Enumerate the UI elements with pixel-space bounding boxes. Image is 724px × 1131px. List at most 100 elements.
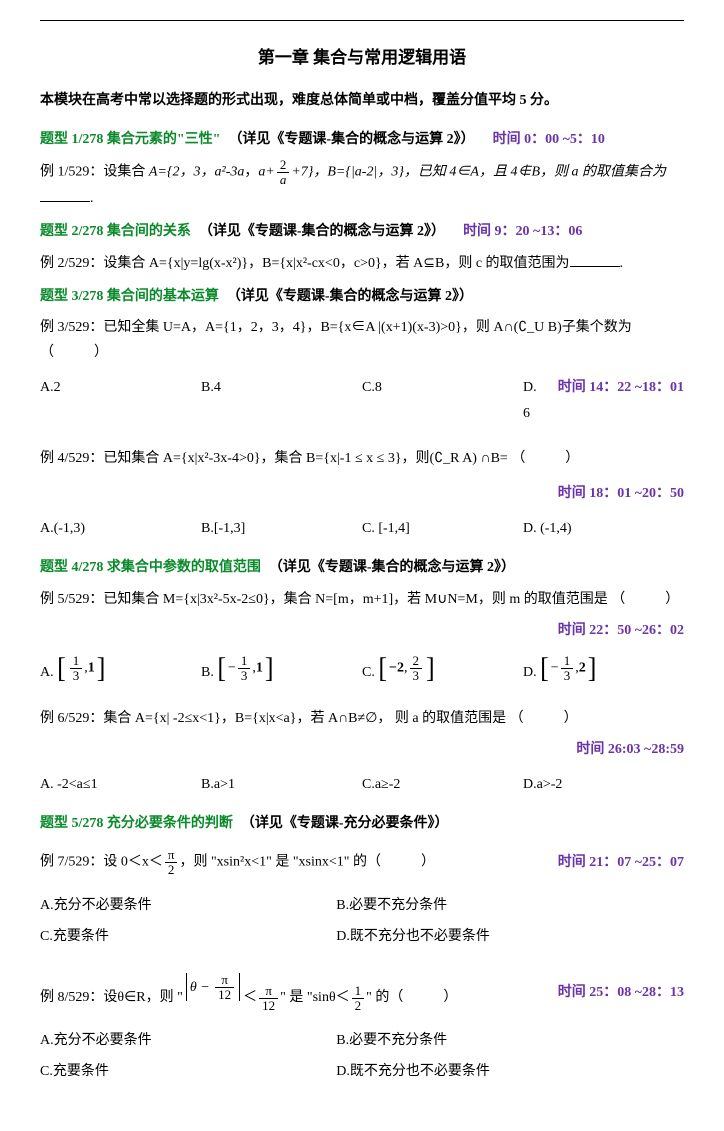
ex1-setB: B={|a-2|，3}，已知 4∈A，且 4∉B，则 a 的取值集合为: [327, 164, 666, 179]
topic-1-row: 题型 1/278 集合元素的"三性" （详见《专题课-集合的概念与运算 2》） …: [40, 127, 684, 152]
ex8-rhs-n: π: [259, 984, 278, 999]
ex6-paren: （ ）: [510, 711, 582, 726]
ex5b-pre: −: [228, 660, 236, 675]
ex1-blank: [40, 201, 90, 202]
ex3-paren: （ ）: [40, 345, 112, 360]
topic-3-label: 题型 3/278 集合间的基本运算: [40, 284, 219, 309]
ex5b-r: ]: [265, 643, 274, 694]
ex1-fracpost: +7}，: [291, 164, 327, 179]
ex8-mid2: " 的: [366, 990, 389, 1005]
ex4-text: 例 4/529：已知集合 A={x|x²-3x-4>0}，集合 B={x|-1 …: [40, 451, 508, 466]
ex5-choice-a: A. [ 13,1 ]: [40, 645, 201, 692]
ex1-frac: 2a: [277, 158, 290, 186]
ex6-time: 时间 26:03 ~28:59: [576, 742, 684, 757]
ex5d-r: ]: [588, 643, 597, 694]
ex7-choice-b: B.必要不充分条件: [336, 893, 684, 918]
ex3-choices: A.2 B.4 C.8 D. 6 时间 14：22 ~18：01: [40, 375, 684, 425]
ex7-mid: ，则 "xsin²x<1" 是 "xsinx<1" 的: [179, 855, 367, 870]
ex8-half-d: 2: [352, 999, 365, 1013]
ex5b-n1: 1: [238, 654, 251, 669]
ex5b-d1: 3: [238, 669, 251, 683]
ex3-choice-c: C.8: [362, 375, 523, 425]
topic-1-ref: （详见《专题课-集合的概念与运算 2》）: [228, 127, 474, 152]
ex1-fracpre: a+: [258, 164, 274, 179]
topic-4-label: 题型 4/278 求集合中参数的取值范围: [40, 555, 261, 580]
example-7-row: 例 7/529：设 0＜x＜π2，则 "xsin²x<1" 是 "xsinx<1…: [40, 842, 684, 882]
example-5: 例 5/529：已知集合 M={x|3x²-5x-2≤0}，集合 N=[m，m+…: [40, 587, 684, 612]
chapter-subtitle: 本模块在高考中常以选择题的形式出现，难度总体简单或中档，覆盖分值平均 5 分。: [40, 88, 684, 113]
ex3-choice-b: B.4: [201, 375, 362, 425]
ex4-choice-d: D. (-1,4): [523, 516, 684, 541]
topic-1-label: 题型 1/278 集合元素的"三性": [40, 127, 220, 152]
ex6-choice-c: C.a≥-2: [362, 772, 523, 797]
ex7-paren: （ ）: [367, 855, 439, 870]
ex5d-d1: 3: [561, 669, 574, 683]
ex5d-n1: 1: [561, 654, 574, 669]
ex8-choices-row1: A.充分不必要条件 B.必要不充分条件: [40, 1028, 684, 1053]
ex5d-l: [: [540, 643, 549, 694]
ex8-lt: ＜: [243, 990, 257, 1005]
example-3: 例 3/529：已知全集 U=A，A={1，2，3，4}，B={x∈A |(x+…: [40, 315, 684, 365]
ex7-pre: 例 7/529：设 0＜x＜: [40, 855, 163, 870]
ex5a-d1: 3: [70, 669, 83, 683]
ex6-choice-b: B.a>1: [201, 772, 362, 797]
ex8-paren: （ ）: [389, 990, 461, 1005]
ex4-time-row: 时间 18：01 ~20：50: [40, 481, 684, 506]
example-4: 例 4/529：已知集合 A={x|x²-3x-4>0}，集合 B={x|-1 …: [40, 446, 684, 471]
ex3-choice-d: D. 6: [523, 375, 544, 425]
topic-5-label: 题型 5/278 充分必要条件的判断: [40, 811, 233, 836]
example-8-row: 例 8/529：设θ∈R，则 "θ − π12＜π12" 是 "sinθ＜12"…: [40, 967, 684, 1018]
top-rule: [40, 20, 684, 21]
ex5c-r: ]: [426, 643, 435, 694]
ex6-time-row: 时间 26:03 ~28:59: [40, 737, 684, 762]
topic-3-row: 题型 3/278 集合间的基本运算 （详见《专题课-集合的概念与运算 2》）: [40, 284, 684, 309]
topic-4-row: 题型 4/278 求集合中参数的取值范围 （详见《专题课-集合的概念与运算 2》…: [40, 555, 684, 580]
ex6-choice-a: A. -2<a≤1: [40, 772, 201, 797]
ex5d-label: D.: [523, 665, 537, 680]
ex5a-v2: 1: [88, 660, 95, 675]
ex5b-label: B.: [201, 665, 214, 680]
ex5a-r: ]: [97, 643, 106, 694]
ex5d-v2: 2: [579, 660, 586, 675]
ex7-frac-d: 2: [165, 863, 178, 877]
ex5c-l: [: [378, 643, 387, 694]
topic-3-ref: （详见《专题课-集合的概念与运算 2》）: [227, 284, 473, 309]
ex1-end: .: [90, 191, 94, 206]
ex8-choice-a: A.充分不必要条件: [40, 1028, 336, 1053]
topic-5-ref: （详见《专题课-充分必要条件》）: [241, 811, 449, 836]
example-4-row: 例 4/529：已知集合 A={x|x²-3x-4>0}，集合 B={x|-1 …: [40, 440, 684, 477]
ex3-choice-a: A.2: [40, 375, 201, 425]
ex1-prefix: 例 1/529：设集合: [40, 164, 149, 179]
ex8-abs: θ − π12: [183, 973, 243, 1001]
ex5b-v2: 1: [256, 660, 263, 675]
ex8-half-n: 1: [352, 984, 365, 999]
topic-1-time: 时间 0：00 ~5：10: [493, 127, 605, 152]
ex8-mid: " 是 "sinθ＜: [280, 990, 349, 1005]
topic-2-time: 时间 9：20 ~13：06: [463, 219, 582, 244]
ex6-text: 例 6/529：集合 A={x| -2≤x<1}，B={x|x<a}，若 A∩B…: [40, 711, 506, 726]
ex5-choice-b: B. [ −13,1 ]: [201, 645, 362, 692]
topic-2-row: 题型 2/278 集合间的关系 （详见《专题课-集合的概念与运算 2》） 时间 …: [40, 219, 684, 244]
topic-2-label: 题型 2/278 集合间的关系: [40, 219, 191, 244]
example-6: 例 6/529：集合 A={x| -2≤x<1}，B={x|x<a}，若 A∩B…: [40, 706, 684, 731]
ex8-abs-pre: θ −: [190, 975, 210, 1000]
topic-4-ref: （详见《专题课-集合的概念与运算 2》）: [269, 555, 515, 580]
chapter-title: 第一章 集合与常用逻辑用语: [40, 43, 684, 74]
ex1-frac-n: 2: [277, 158, 290, 173]
ex5a-label: A.: [40, 665, 54, 680]
ex7-choice-a: A.充分不必要条件: [40, 893, 336, 918]
ex8-choice-d: D.既不充分也不必要条件: [336, 1059, 684, 1084]
ex1-term1: a²-3a: [215, 164, 245, 179]
ex5-text: 例 5/529：已知集合 M={x|3x²-5x-2≤0}，集合 N=[m，m+…: [40, 592, 608, 607]
example-1: 例 1/529：设集合 A={2，3，a²-3a，a+2a+7}，B={|a-2…: [40, 158, 684, 211]
ex7-frac: π2: [165, 848, 178, 876]
ex5-choice-c: C. [ −2,23 ]: [362, 645, 523, 692]
ex7-choices-row1: A.充分不必要条件 B.必要不充分条件: [40, 893, 684, 918]
ex8-abs-d: 12: [215, 988, 234, 1002]
ex5-choice-d: D. [ −13,2 ]: [523, 645, 684, 692]
ex5b-l: [: [217, 643, 226, 694]
ex5-time-row: 时间 22：50 ~26：02: [40, 618, 684, 643]
ex4-choices: A.(-1,3) B.[-1,3] C. [-1,4] D. (-1,4): [40, 516, 684, 541]
ex5c-label: C.: [362, 665, 375, 680]
ex4-choice-a: A.(-1,3): [40, 516, 201, 541]
